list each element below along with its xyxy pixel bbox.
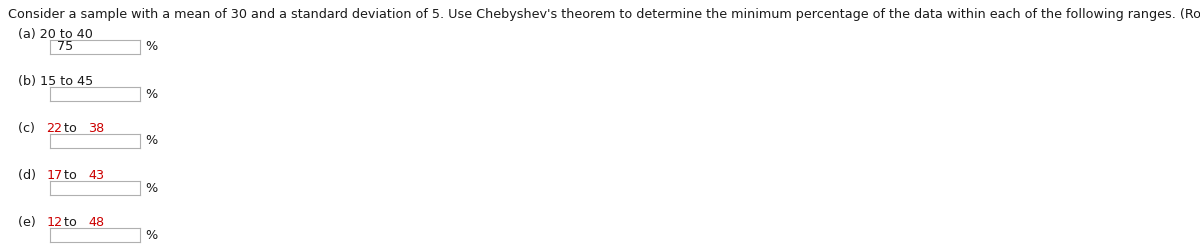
Text: 12: 12: [46, 216, 62, 229]
Text: (a) 20 to 40: (a) 20 to 40: [18, 28, 92, 41]
Text: 17: 17: [46, 169, 62, 182]
Text: 75: 75: [58, 40, 73, 53]
Text: 22: 22: [46, 122, 62, 135]
Text: to: to: [60, 169, 82, 182]
Text: %: %: [145, 135, 157, 147]
Text: 43: 43: [89, 169, 104, 182]
Text: (e): (e): [18, 216, 40, 229]
Text: 48: 48: [89, 216, 104, 229]
Text: (c): (c): [18, 122, 38, 135]
Text: %: %: [145, 87, 157, 100]
Text: (b) 15 to 45: (b) 15 to 45: [18, 75, 94, 88]
Text: to: to: [60, 122, 82, 135]
Text: %: %: [145, 229, 157, 242]
Text: Consider a sample with a mean of 30 and a standard deviation of 5. Use Chebyshev: Consider a sample with a mean of 30 and …: [8, 8, 1200, 21]
Text: to: to: [60, 216, 82, 229]
Text: %: %: [145, 40, 157, 53]
Text: 38: 38: [89, 122, 104, 135]
Text: %: %: [145, 182, 157, 195]
Text: (d): (d): [18, 169, 40, 182]
